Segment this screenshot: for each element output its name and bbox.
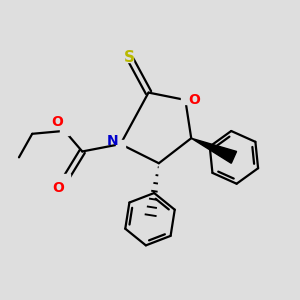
Polygon shape <box>191 138 237 163</box>
Bar <box>181 95 190 104</box>
Text: O: O <box>188 93 200 107</box>
Bar <box>61 126 69 135</box>
Bar <box>116 140 125 148</box>
Bar <box>126 52 133 62</box>
Text: O: O <box>51 115 63 128</box>
Text: N: N <box>106 134 118 148</box>
Bar <box>62 174 70 182</box>
Text: O: O <box>53 181 64 195</box>
Text: S: S <box>124 50 135 65</box>
